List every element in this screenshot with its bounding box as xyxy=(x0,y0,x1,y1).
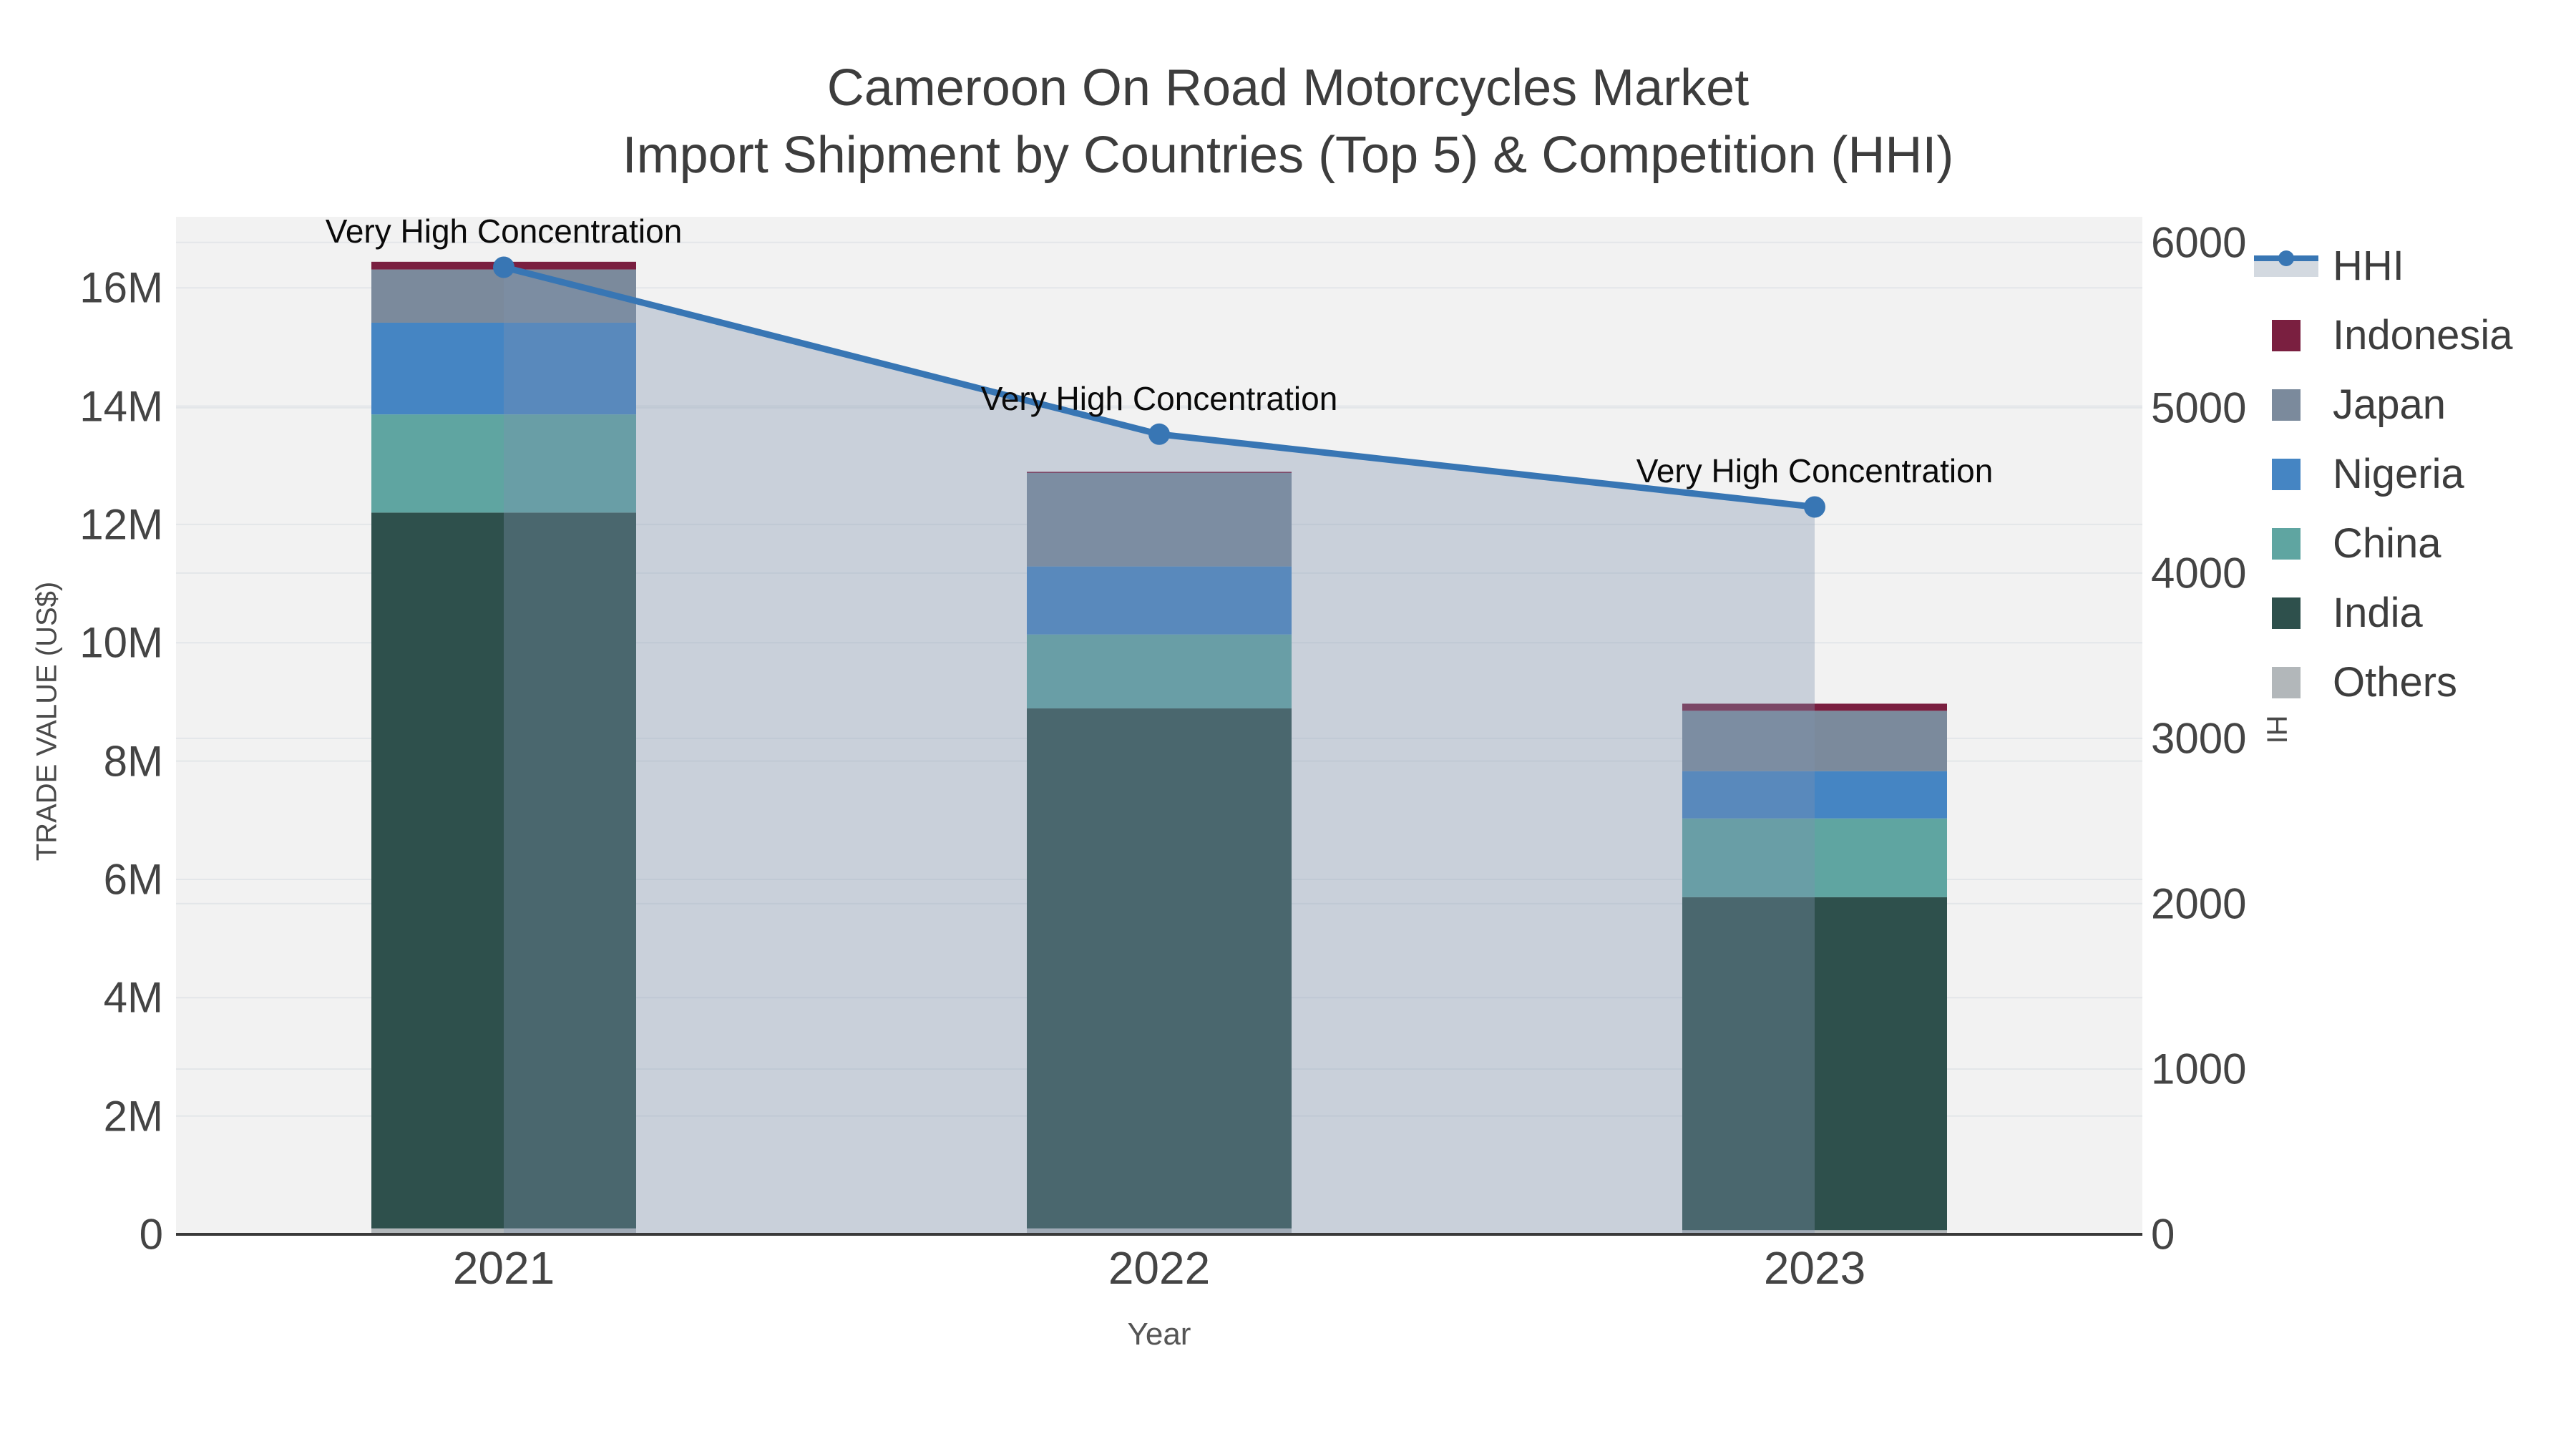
y-right-tick-label-4000: 4000 xyxy=(2151,549,2247,597)
x-tick-label-2022: 2022 xyxy=(1108,1242,1211,1294)
annotation-2023: Very High Concentration xyxy=(1636,452,1994,490)
legend-swatch-wrap xyxy=(2254,666,2318,698)
legend-item-india[interactable]: India xyxy=(2254,578,2513,648)
legend-color-swatch-icon xyxy=(2272,527,2301,560)
bar-segment-nigeria-2021 xyxy=(371,322,636,415)
legend-item-nigeria[interactable]: Nigeria xyxy=(2254,439,2513,509)
legend-swatch-wrap xyxy=(2254,597,2318,629)
bar-segment-indonesia-2022 xyxy=(1027,472,1292,473)
hhi-marker-2022 xyxy=(1148,423,1170,445)
annotation-2022: Very High Concentration xyxy=(980,379,1338,417)
chart-title-line2: Import Shipment by Countries (Top 5) & C… xyxy=(622,127,1954,184)
bar-segment-japan-2023 xyxy=(1682,711,1947,771)
legend-swatch-wrap xyxy=(2254,458,2318,490)
legend-color-swatch-icon xyxy=(2272,319,2301,351)
bar-segment-indonesia-2023 xyxy=(1682,703,1947,711)
y-left-tick-label-10M: 10M xyxy=(79,618,163,667)
y-left-tick-label-8M: 8M xyxy=(103,737,163,786)
y-right-tick-label-2000: 2000 xyxy=(2151,879,2247,928)
legend-swatch-wrap xyxy=(2254,527,2318,560)
y-left-tick-label-6M: 6M xyxy=(103,855,163,904)
hhi-marker-2023 xyxy=(1804,496,1825,518)
legend-item-indonesia[interactable]: Indonesia xyxy=(2254,301,2513,370)
legend-color-swatch-icon xyxy=(2272,458,2301,490)
legend-swatch-wrap xyxy=(2254,389,2318,421)
bar-segment-others-2023 xyxy=(1682,1230,1947,1234)
y-left-tick-label-0: 0 xyxy=(139,1210,163,1259)
y-left-tick-label-16M: 16M xyxy=(79,263,163,312)
legend-color-swatch-icon xyxy=(2272,389,2301,421)
bar-segment-india-2022 xyxy=(1027,708,1292,1229)
legend-color-swatch-icon xyxy=(2272,597,2301,629)
bar-segment-china-2023 xyxy=(1682,818,1947,897)
x-tick-label-2023: 2023 xyxy=(1763,1242,1866,1294)
legend: HHI Indonesia Japan Nigeria China India Others xyxy=(2246,231,2534,717)
bar-segment-others-2021 xyxy=(371,1228,636,1234)
bar-segment-china-2022 xyxy=(1027,634,1292,709)
y-right-tick-label-0: 0 xyxy=(2151,1210,2175,1259)
legend-item-china[interactable]: China xyxy=(2254,509,2513,578)
y-right-tick-label-3000: 3000 xyxy=(2151,714,2247,763)
legend-item-label: Indonesia xyxy=(2333,312,2513,358)
x-tick-label-2021: 2021 xyxy=(452,1242,555,1294)
legend-item-japan[interactable]: Japan xyxy=(2254,370,2513,439)
legend-item-label: India xyxy=(2333,590,2423,636)
legend-line-swatch-icon xyxy=(2254,250,2318,277)
y-left-tick-label-14M: 14M xyxy=(79,382,163,431)
legend-swatch-wrap xyxy=(2254,319,2318,351)
bar-segment-nigeria-2022 xyxy=(1027,566,1292,635)
y-left-axis-title: TRADE VALUE (US$) xyxy=(31,581,63,862)
annotation-2021: Very High Concentration xyxy=(325,213,683,250)
hhi-marker-2021 xyxy=(493,256,514,278)
legend-item-hhi[interactable]: HHI xyxy=(2254,231,2513,301)
legend-item-label: Others xyxy=(2333,659,2458,706)
legend-item-label: HHI xyxy=(2333,243,2404,289)
bar-segment-others-2022 xyxy=(1027,1228,1292,1234)
y-right-tick-label-6000: 6000 xyxy=(2151,218,2247,267)
bar-segment-india-2021 xyxy=(371,512,636,1229)
y-left-tick-label-4M: 4M xyxy=(103,973,163,1022)
bar-segment-china-2021 xyxy=(371,414,636,513)
hhi-area-fill xyxy=(504,267,1815,1235)
y-right-tick-label-1000: 1000 xyxy=(2151,1045,2247,1093)
x-axis-title: Year xyxy=(1127,1317,1191,1352)
legend-item-label: China xyxy=(2333,520,2441,567)
legend-item-label: Nigeria xyxy=(2333,451,2464,497)
chart-title-line1: Cameroon On Road Motorcycles Market xyxy=(826,59,1750,117)
bar-segment-india-2023 xyxy=(1682,897,1947,1231)
bar-segment-japan-2021 xyxy=(371,269,636,323)
legend-item-others[interactable]: Others xyxy=(2254,648,2513,717)
y-right-tick-label-5000: 5000 xyxy=(2151,384,2247,432)
bar-segment-nigeria-2023 xyxy=(1682,771,1947,819)
legend-item-label: Japan xyxy=(2333,381,2446,428)
y-left-tick-label-2M: 2M xyxy=(103,1092,163,1141)
legend-color-swatch-icon xyxy=(2272,666,2301,698)
bar-segment-japan-2022 xyxy=(1027,472,1292,567)
y-left-tick-label-12M: 12M xyxy=(79,500,163,549)
